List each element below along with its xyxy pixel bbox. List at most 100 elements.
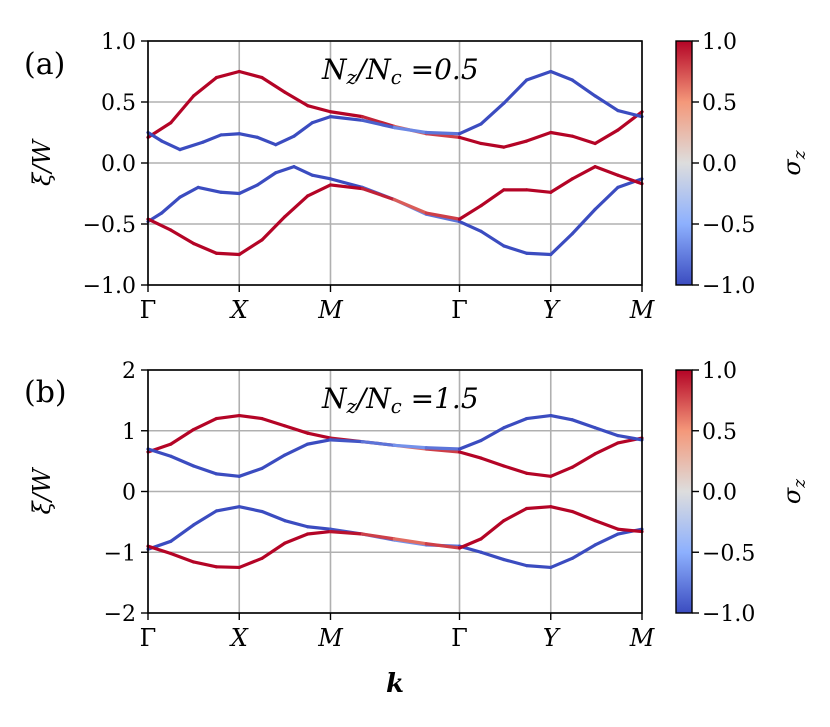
xtick-label: Γ [451,296,468,324]
band-4-segment [306,529,333,536]
y-axis-label: ξ/W [28,138,56,186]
ytick-label: 1 [122,420,136,445]
band-4-segment [424,211,462,221]
band-4-segment [457,537,483,550]
colorbar: 1.0 0.5 0.0 −0.5 −1.0 σz [675,359,809,627]
band-3-segment [160,195,182,215]
band-2-segment [479,426,506,443]
xtick-label: M [629,296,656,324]
ytick-label: 1.0 [101,30,136,55]
ytick-label: −1 [104,541,136,566]
band-4-segment [525,505,553,511]
colorbar-tick-label: −0.5 [702,541,755,566]
band-1-segment [192,75,219,98]
band-1-segment [260,417,287,428]
band-1-segment [424,132,462,139]
band-2-segment [306,438,333,446]
band-3-segment [310,173,333,181]
band-4-segment [570,165,597,181]
band-4 [146,165,644,257]
band-4-segment [260,541,287,560]
band-2-segment [502,417,529,430]
band-2-segment [237,466,264,478]
colorbar-tick-label: 0.5 [702,91,737,116]
band-2-segment [593,94,620,113]
band-4-segment [306,183,333,198]
x-axis-label: k [386,669,404,699]
band-2-segment [328,115,365,122]
band-1-segment [593,128,620,146]
band-3-segment [196,185,223,194]
band-4-segment [549,177,574,194]
band-1-segment [169,427,196,446]
band-2-segment [283,442,310,457]
xtick-label: M [317,296,344,324]
ytick-label: 0 [122,481,136,506]
band-4-segment [360,187,396,202]
band-1-segment [570,452,597,469]
band-2-segment [549,413,574,422]
band-2-segment [457,438,483,451]
band-1-segment [457,450,483,460]
colorbar-label: σz [778,479,809,504]
band-2-segment [457,122,483,136]
band-3-segment [306,525,333,531]
ytick-label: 0.0 [101,152,136,177]
band-3-segment [237,183,260,196]
xtick-label: M [629,624,656,652]
band-4-segment [169,228,196,246]
band-4-segment [392,198,428,215]
colorbar-tick-label: 0.5 [702,420,737,445]
band-1-segment [549,465,574,478]
colorbar-tick-label: 1.0 [702,359,737,384]
band-3-segment [255,171,278,187]
band-4-segment [237,238,264,257]
band-3-segment [593,532,620,547]
band-3-segment [502,557,529,568]
panel-label: (b) [24,375,67,410]
colorbar-tick-label: −1.0 [702,602,755,627]
band-2-segment [360,440,396,447]
band-1-segment [525,130,553,143]
band-4-segment [525,188,553,194]
band-3-segment [214,505,241,513]
xtick-label: X [229,624,249,652]
band-2-segment [328,438,365,444]
xtick-label: Y [543,296,561,324]
band-4-segment [360,532,396,541]
band-1-segment [328,110,365,119]
band-1-segment [502,139,529,149]
band-2-segment [260,453,287,471]
band-2-segment [593,426,620,438]
band-2-segment [479,101,506,126]
band-4-segment [502,506,529,523]
band-3-segment [549,556,574,570]
band-3-segment [178,185,200,199]
band-2-segment [201,133,223,144]
band-4-segment [593,165,620,177]
band-1-segment [593,441,620,456]
band-3-segment [525,251,553,257]
band-2-segment [146,130,164,143]
band-3-segment [219,190,241,196]
band-2-segment [570,78,597,98]
band-4-segment [169,551,196,564]
band-3-segment [570,207,597,236]
band-3-segment [525,564,553,570]
band-2-segment [192,464,219,476]
ytick-label: −2 [104,602,136,627]
band-3-segment [593,185,620,211]
y-axis-label: ξ/W [28,466,56,514]
ytick-label: −1.0 [83,274,136,299]
band-3-segment [260,509,287,523]
band-2-segment [616,108,644,119]
xtick-label: Γ [451,624,468,652]
band-1-segment [169,94,196,125]
band-1-segment [237,413,264,421]
band-1-segment [237,69,264,80]
colorbar-label: σz [778,150,809,175]
band-4-segment [328,183,365,191]
band-3-segment [570,543,597,560]
band-2-segment [214,472,241,478]
